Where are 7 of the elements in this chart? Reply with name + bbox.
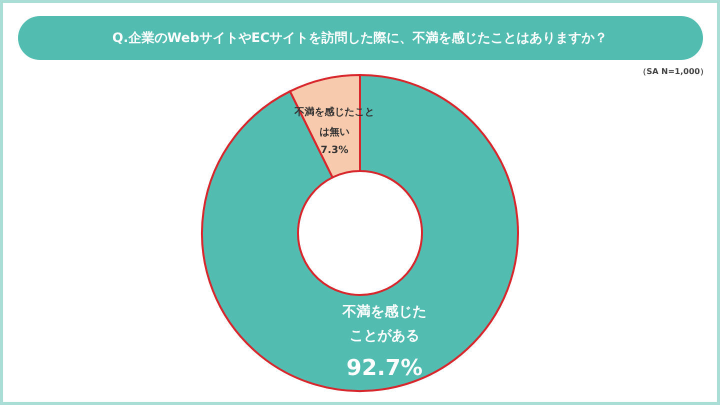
chart-title: Q.企業のWebサイトやECサイトを訪問した際に、不満を感じたことはありますか？ [112,30,608,46]
slice-label: 不満を感じたことがある [342,304,427,344]
data-label: 92.7% [346,356,423,382]
text: （SA N=1,000） [638,67,708,76]
slice-label: 不満を感じたことは無い [294,106,375,138]
donut-slice [201,74,519,392]
data-label: 7.3% [320,144,348,156]
